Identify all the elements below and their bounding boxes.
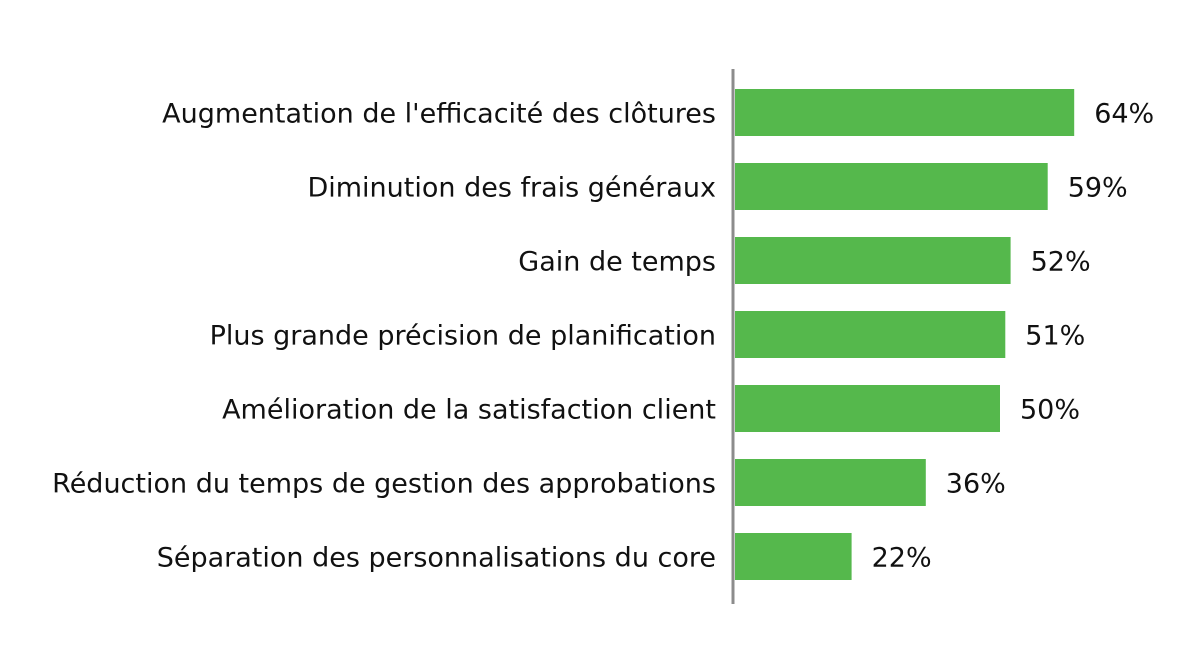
category-label: Diminution des frais généraux	[307, 173, 716, 204]
bar	[735, 311, 1006, 358]
data-label: 52%	[1031, 247, 1091, 278]
data-label: 50%	[1020, 395, 1080, 426]
category-label: Réduction du temps de gestion des approb…	[52, 469, 716, 500]
category-label: Séparation des personnalisations du core	[157, 543, 716, 574]
category-label: Gain de temps	[518, 247, 716, 278]
bar	[735, 459, 926, 506]
category-label: Amélioration de la satisfaction client	[222, 395, 716, 426]
category-label: Plus grande précision de planification	[210, 321, 716, 352]
data-label: 36%	[946, 469, 1006, 500]
bar	[735, 385, 1000, 432]
data-label: 59%	[1068, 173, 1128, 204]
category-label: Augmentation de l'efficacité des clôture…	[162, 99, 716, 130]
data-label: 51%	[1025, 321, 1085, 352]
data-label: 22%	[872, 543, 932, 574]
bar	[735, 533, 852, 580]
bar	[735, 163, 1048, 210]
bar	[735, 237, 1011, 284]
data-label: 64%	[1094, 99, 1154, 130]
bar	[735, 89, 1075, 136]
